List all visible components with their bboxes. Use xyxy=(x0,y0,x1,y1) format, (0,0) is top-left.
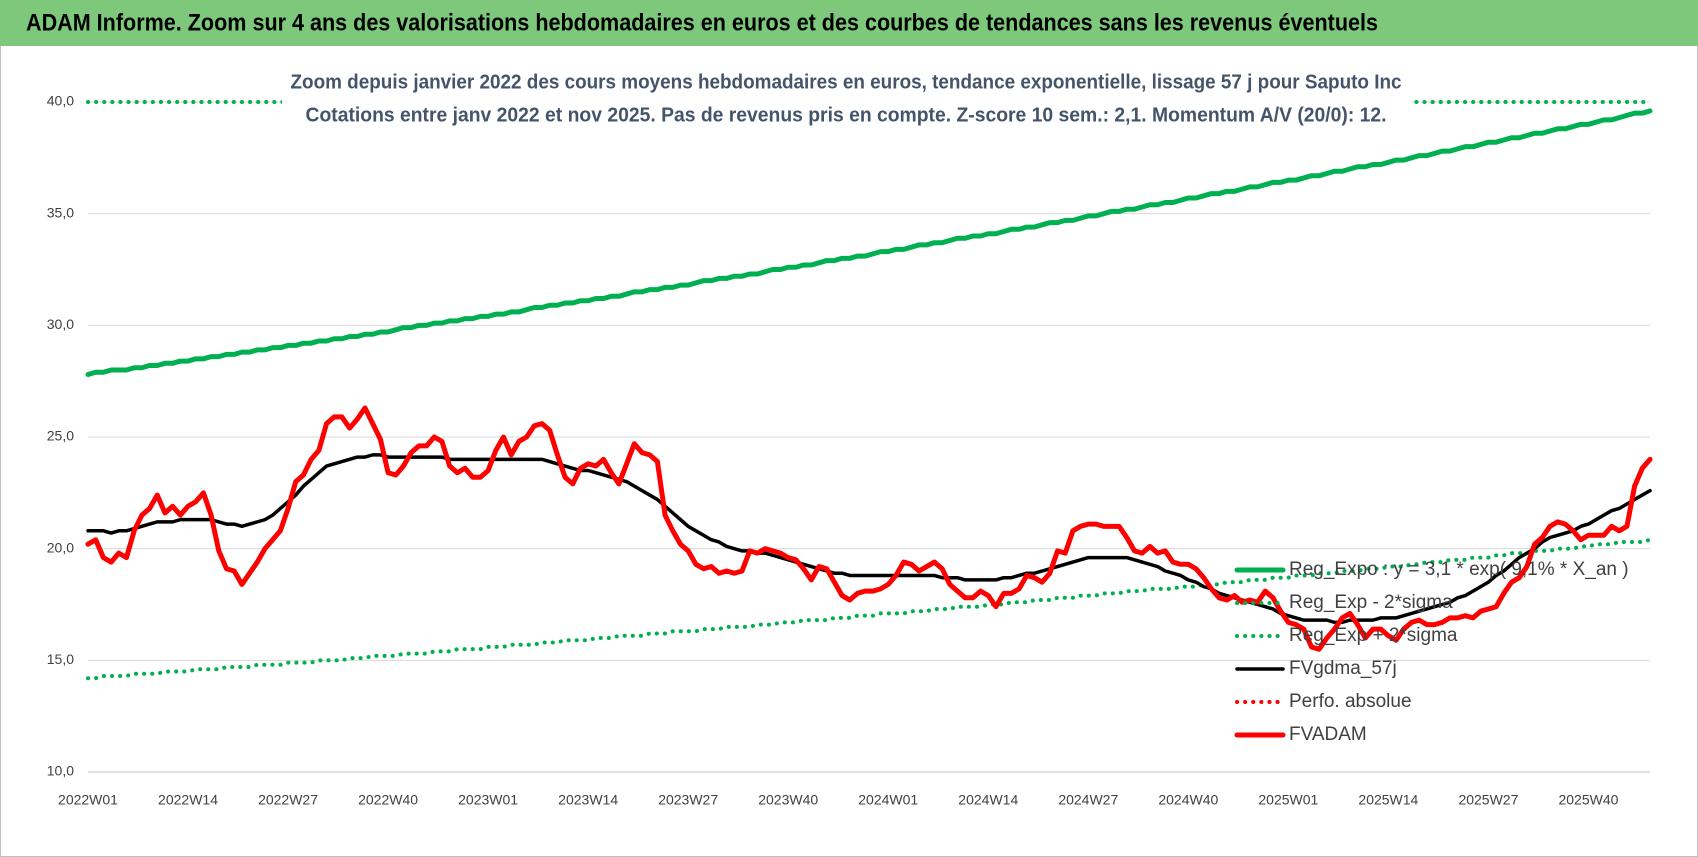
x-tick-label: 2024W27 xyxy=(1058,792,1118,808)
series-line xyxy=(85,405,1653,652)
chart-title: ADAM Informe. Zoom sur 4 ans des valoris… xyxy=(26,9,1378,36)
x-tick-label: 2023W01 xyxy=(458,792,518,808)
x-tick-label: 2022W01 xyxy=(58,792,118,808)
subtitle-background xyxy=(282,66,1412,132)
x-tick-label: 2024W01 xyxy=(858,792,918,808)
y-tick-label: 40,0 xyxy=(47,93,74,109)
y-tick-label: 30,0 xyxy=(47,316,74,332)
legend-label: FVADAM xyxy=(1289,724,1367,745)
legend: Reg_Expo : y = 3,1 * exp( 9,1% * X_an ) R… xyxy=(1234,559,1629,745)
legend-label: Reg_Exp + 2*sigma xyxy=(1289,625,1458,646)
x-tick-label: 2025W01 xyxy=(1258,792,1318,808)
x-tick-label: 2023W27 xyxy=(658,792,718,808)
x-tick-label: 2024W14 xyxy=(958,792,1018,808)
x-tick-label: 2025W40 xyxy=(1558,792,1618,808)
x-tick-label: 2022W27 xyxy=(258,792,318,808)
x-tick-label: 2022W40 xyxy=(358,792,418,808)
series-line xyxy=(85,108,1653,377)
y-tick-label: 15,0 xyxy=(47,651,74,667)
legend-label: FVgdma_57j xyxy=(1289,658,1397,679)
x-tick-label: 2023W40 xyxy=(758,792,818,808)
x-tick-label: 2022W14 xyxy=(158,792,218,808)
x-tick-label: 2024W40 xyxy=(1158,792,1218,808)
legend-label: Perfo. absolue xyxy=(1289,691,1412,712)
y-tick-label: 25,0 xyxy=(47,428,74,444)
x-tick-label: 2025W27 xyxy=(1458,792,1518,808)
chart-subtitle: Cotations entre janv 2022 et nov 2025. P… xyxy=(306,104,1387,126)
series-line xyxy=(86,453,1652,625)
chart-subtitle: Zoom depuis janvier 2022 des cours moyen… xyxy=(291,71,1402,93)
legend-label: Reg_Exp - 2*sigma xyxy=(1289,592,1453,613)
header-bar xyxy=(0,0,1698,46)
x-tick-label: 2025W14 xyxy=(1358,792,1418,808)
x-tick-label: 2023W14 xyxy=(558,792,618,808)
y-tick-label: 35,0 xyxy=(47,204,74,220)
y-tick-label: 10,0 xyxy=(47,763,74,779)
legend-label: Reg_Expo : y = 3,1 * exp( 9,1% * X_an ) xyxy=(1289,559,1629,580)
y-tick-label: 20,0 xyxy=(47,539,74,555)
